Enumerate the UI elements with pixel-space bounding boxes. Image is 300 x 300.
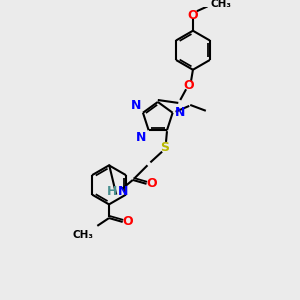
Text: O: O	[122, 215, 133, 228]
Text: CH₃: CH₃	[211, 0, 232, 9]
Text: N: N	[136, 131, 147, 144]
Text: CH₃: CH₃	[72, 230, 93, 240]
Text: N: N	[130, 99, 141, 112]
Text: S: S	[160, 141, 169, 154]
Text: O: O	[146, 177, 157, 190]
Text: O: O	[184, 79, 194, 92]
Text: O: O	[188, 9, 198, 22]
Text: N: N	[118, 185, 129, 198]
Text: H: H	[107, 185, 117, 198]
Text: N: N	[175, 106, 185, 119]
